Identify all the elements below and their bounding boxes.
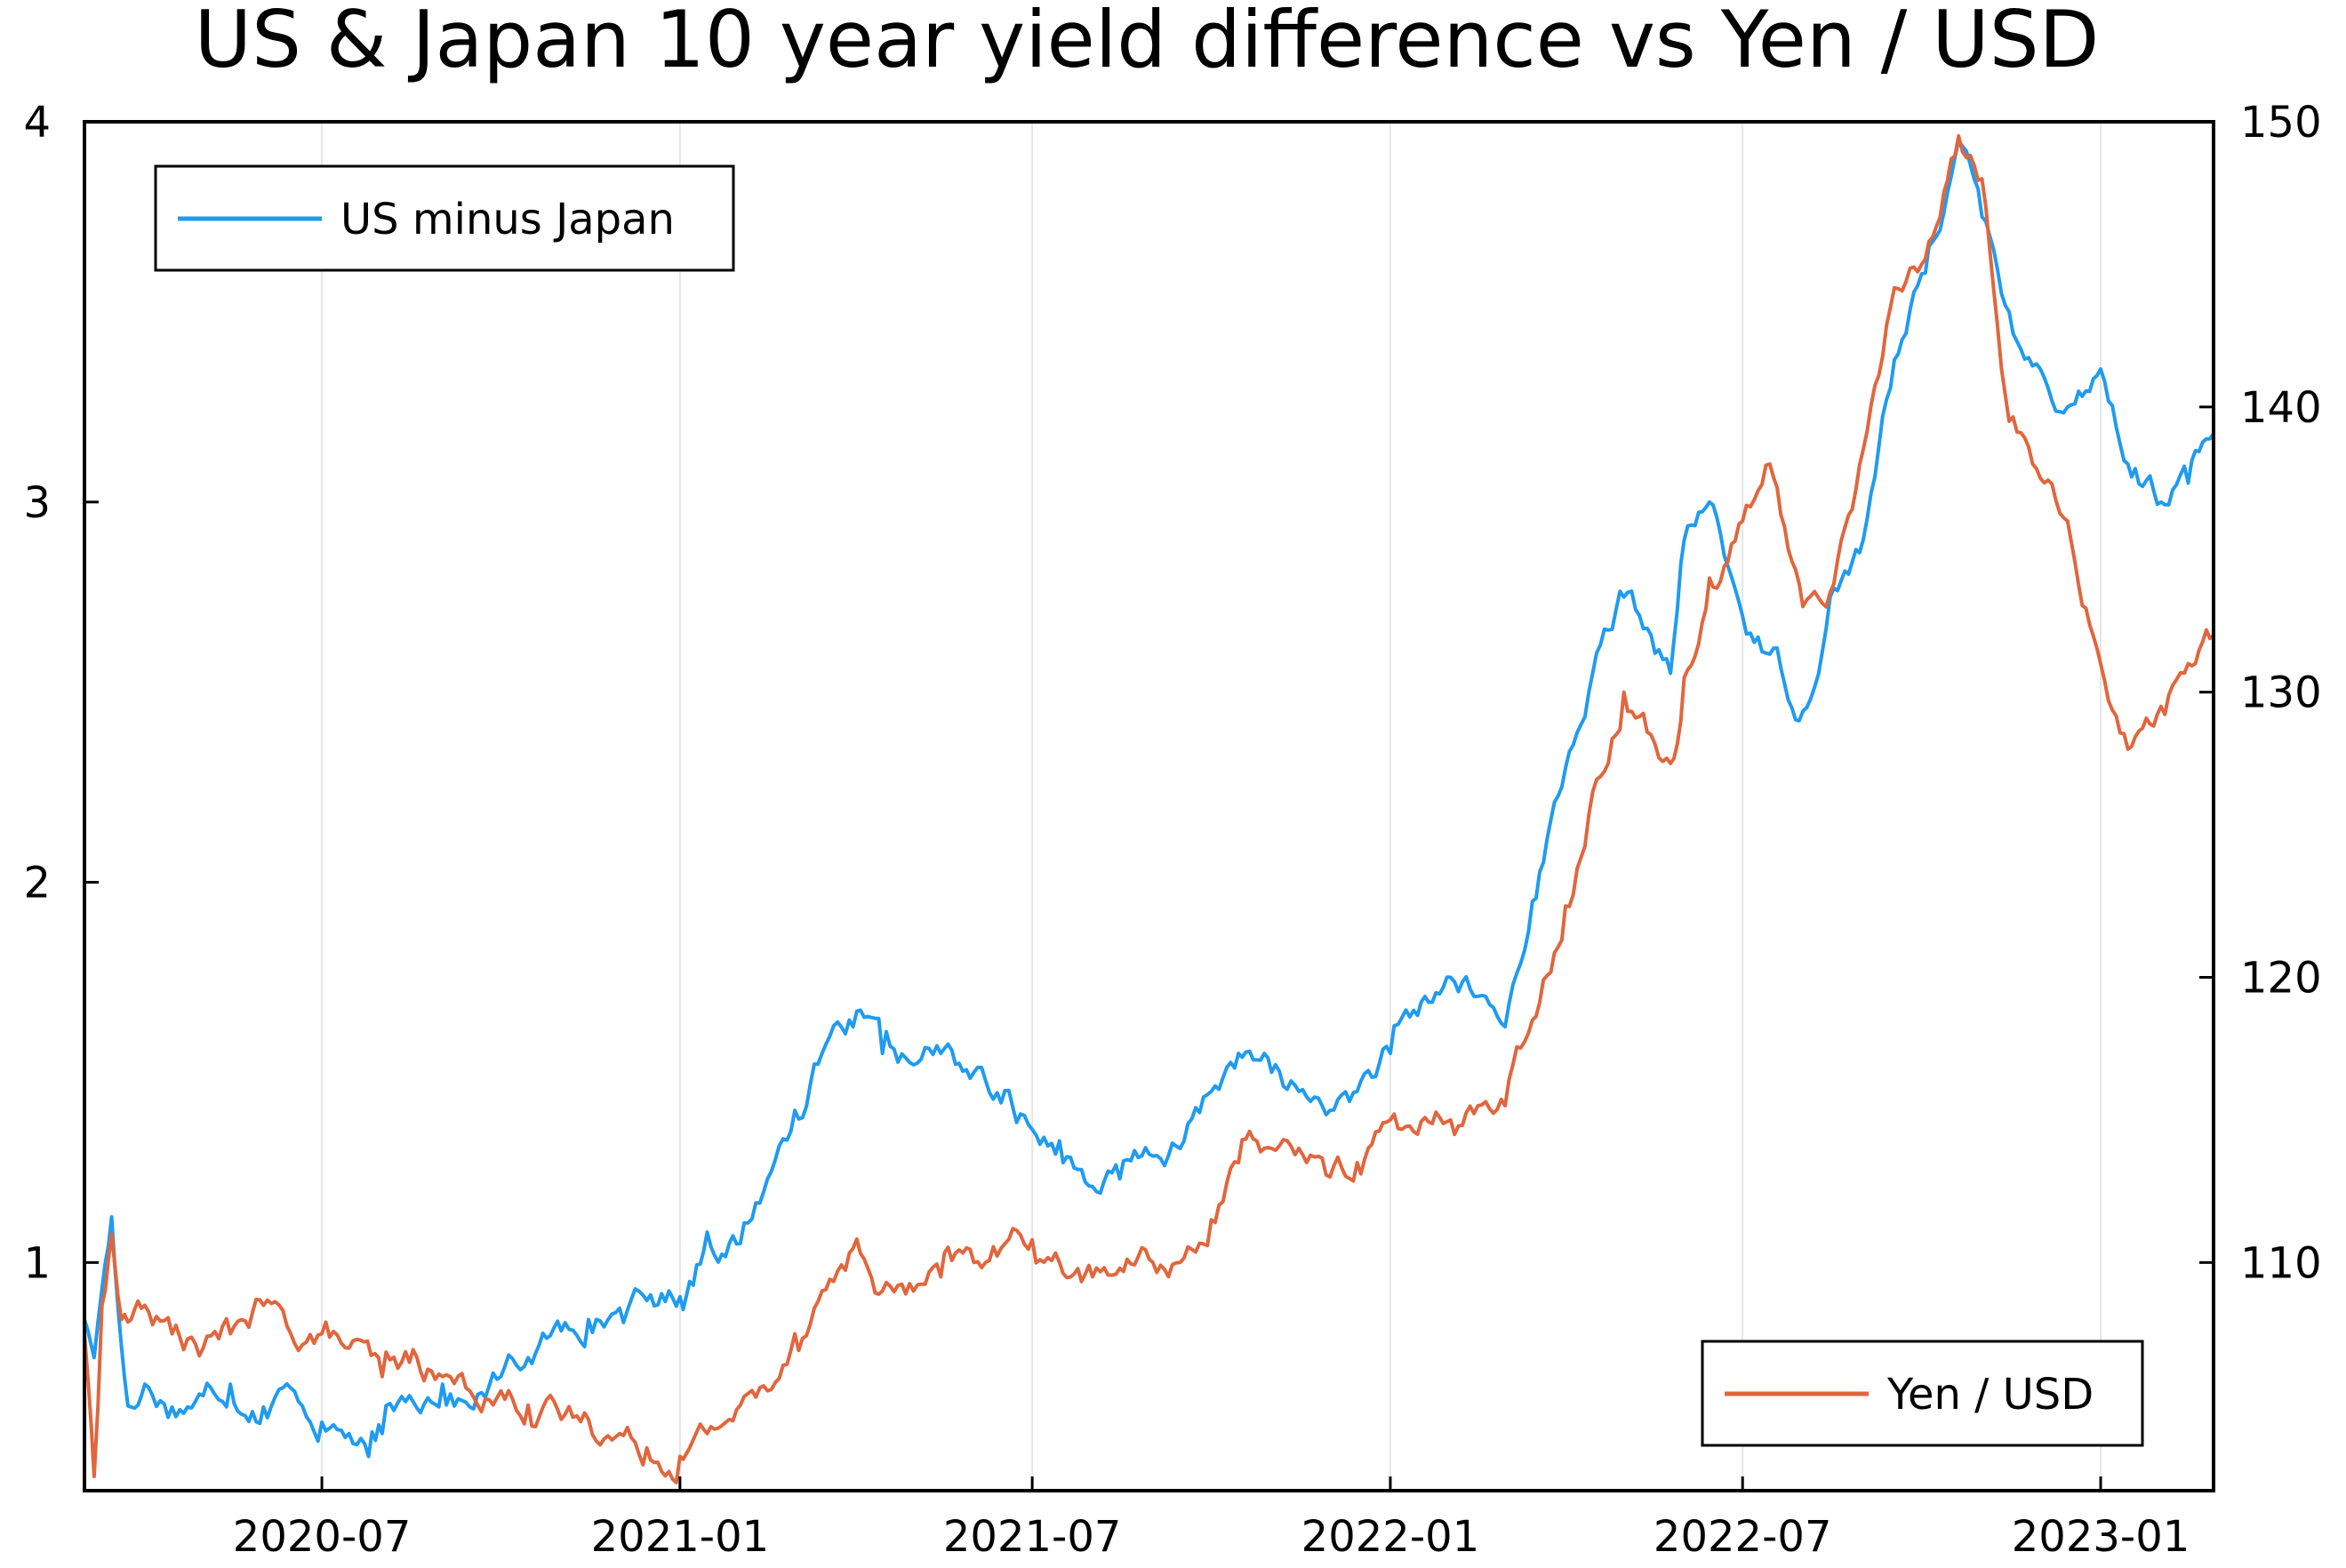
y-left-tick-label: 4 [23,98,51,148]
y-right-tick-label: 110 [2240,1238,2322,1288]
x-axis: 2020-07 2021-01 2021-07 2022-01 2022-07 2023-… [233,1476,2190,1562]
y-axis-left: 1 2 3 4 [23,98,99,1288]
x-tick-label: 2022-01 [1301,1512,1480,1562]
y-left-tick-label: 3 [23,478,51,528]
series-line-yen-usd [83,134,2215,1484]
x-tick-label: 2020-07 [233,1512,412,1562]
x-tick-label: 2022-07 [1653,1512,1832,1562]
series-line-us-minus-japan [83,139,2215,1459]
x-grid [321,122,2102,1491]
x-tick-label: 2021-07 [943,1512,1122,1562]
x-tick-label: 2023-01 [2012,1512,2190,1562]
legend-label-yen-usd: Yen / USD [1886,1370,2094,1420]
y-right-tick-label: 130 [2240,668,2322,718]
legend-yen-usd: Yen / USD [1701,1340,2144,1447]
legend-us-minus-japan: US minus Japan [154,164,735,272]
y-left-tick-label: 2 [23,859,51,908]
chart-title: US & Japan 10 year yield difference vs Y… [195,0,2100,85]
plot-frame [83,120,2215,1492]
y-axis-right: 110 120 130 140 150 [2199,98,2322,1288]
y-right-tick-label: 150 [2240,98,2322,148]
x-tick-label: 2021-01 [591,1512,770,1562]
series-lines [83,134,2215,1484]
y-right-tick-label: 140 [2240,383,2322,433]
y-left-tick-label: 1 [23,1238,51,1288]
legend-label-us-minus-japan: US minus Japan [340,195,675,244]
y-right-tick-label: 120 [2240,954,2322,1004]
